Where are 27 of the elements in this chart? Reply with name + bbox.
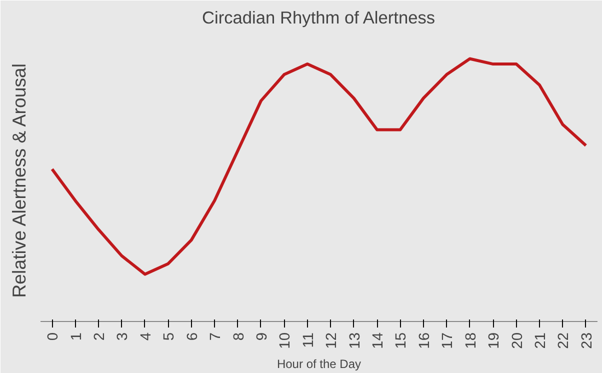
x-tick-label: 5 — [162, 332, 178, 341]
x-tick-label: 20 — [510, 332, 526, 349]
x-tick-label: 1 — [68, 332, 85, 341]
x-tick-label: 0 — [46, 332, 62, 341]
x-axis-title: Hour of the Day — [276, 356, 362, 371]
x-tick-label: 23 — [579, 332, 596, 349]
x-tick-label: 2 — [92, 332, 108, 341]
x-tick-label: 8 — [231, 332, 248, 341]
x-tick-label: 12 — [324, 332, 340, 349]
x-tick-label: 19 — [486, 332, 503, 349]
x-tick-label: 18 — [463, 332, 480, 349]
y-axis-title: Relative Alertness & Arousal — [8, 63, 30, 298]
x-tick-label: 9 — [254, 332, 270, 341]
x-tick-label: 17 — [440, 332, 456, 349]
x-tick-label: 4 — [138, 332, 154, 341]
x-tick-label: 15 — [394, 332, 410, 349]
x-tick-label: 14 — [370, 332, 387, 349]
x-tick-label: 21 — [532, 332, 549, 349]
x-tick-label: 16 — [416, 332, 433, 349]
x-tick-label: 6 — [184, 332, 201, 341]
x-tick-label: 13 — [347, 332, 364, 349]
x-tick-label: 10 — [278, 332, 294, 349]
x-tick-label: 7 — [208, 332, 224, 341]
x-tick-label: 3 — [115, 332, 132, 341]
x-tick-label: 22 — [556, 332, 572, 349]
chart-title: Circadian Rhythm of Alertness — [202, 8, 436, 28]
x-tick-label: 11 — [300, 332, 317, 348]
